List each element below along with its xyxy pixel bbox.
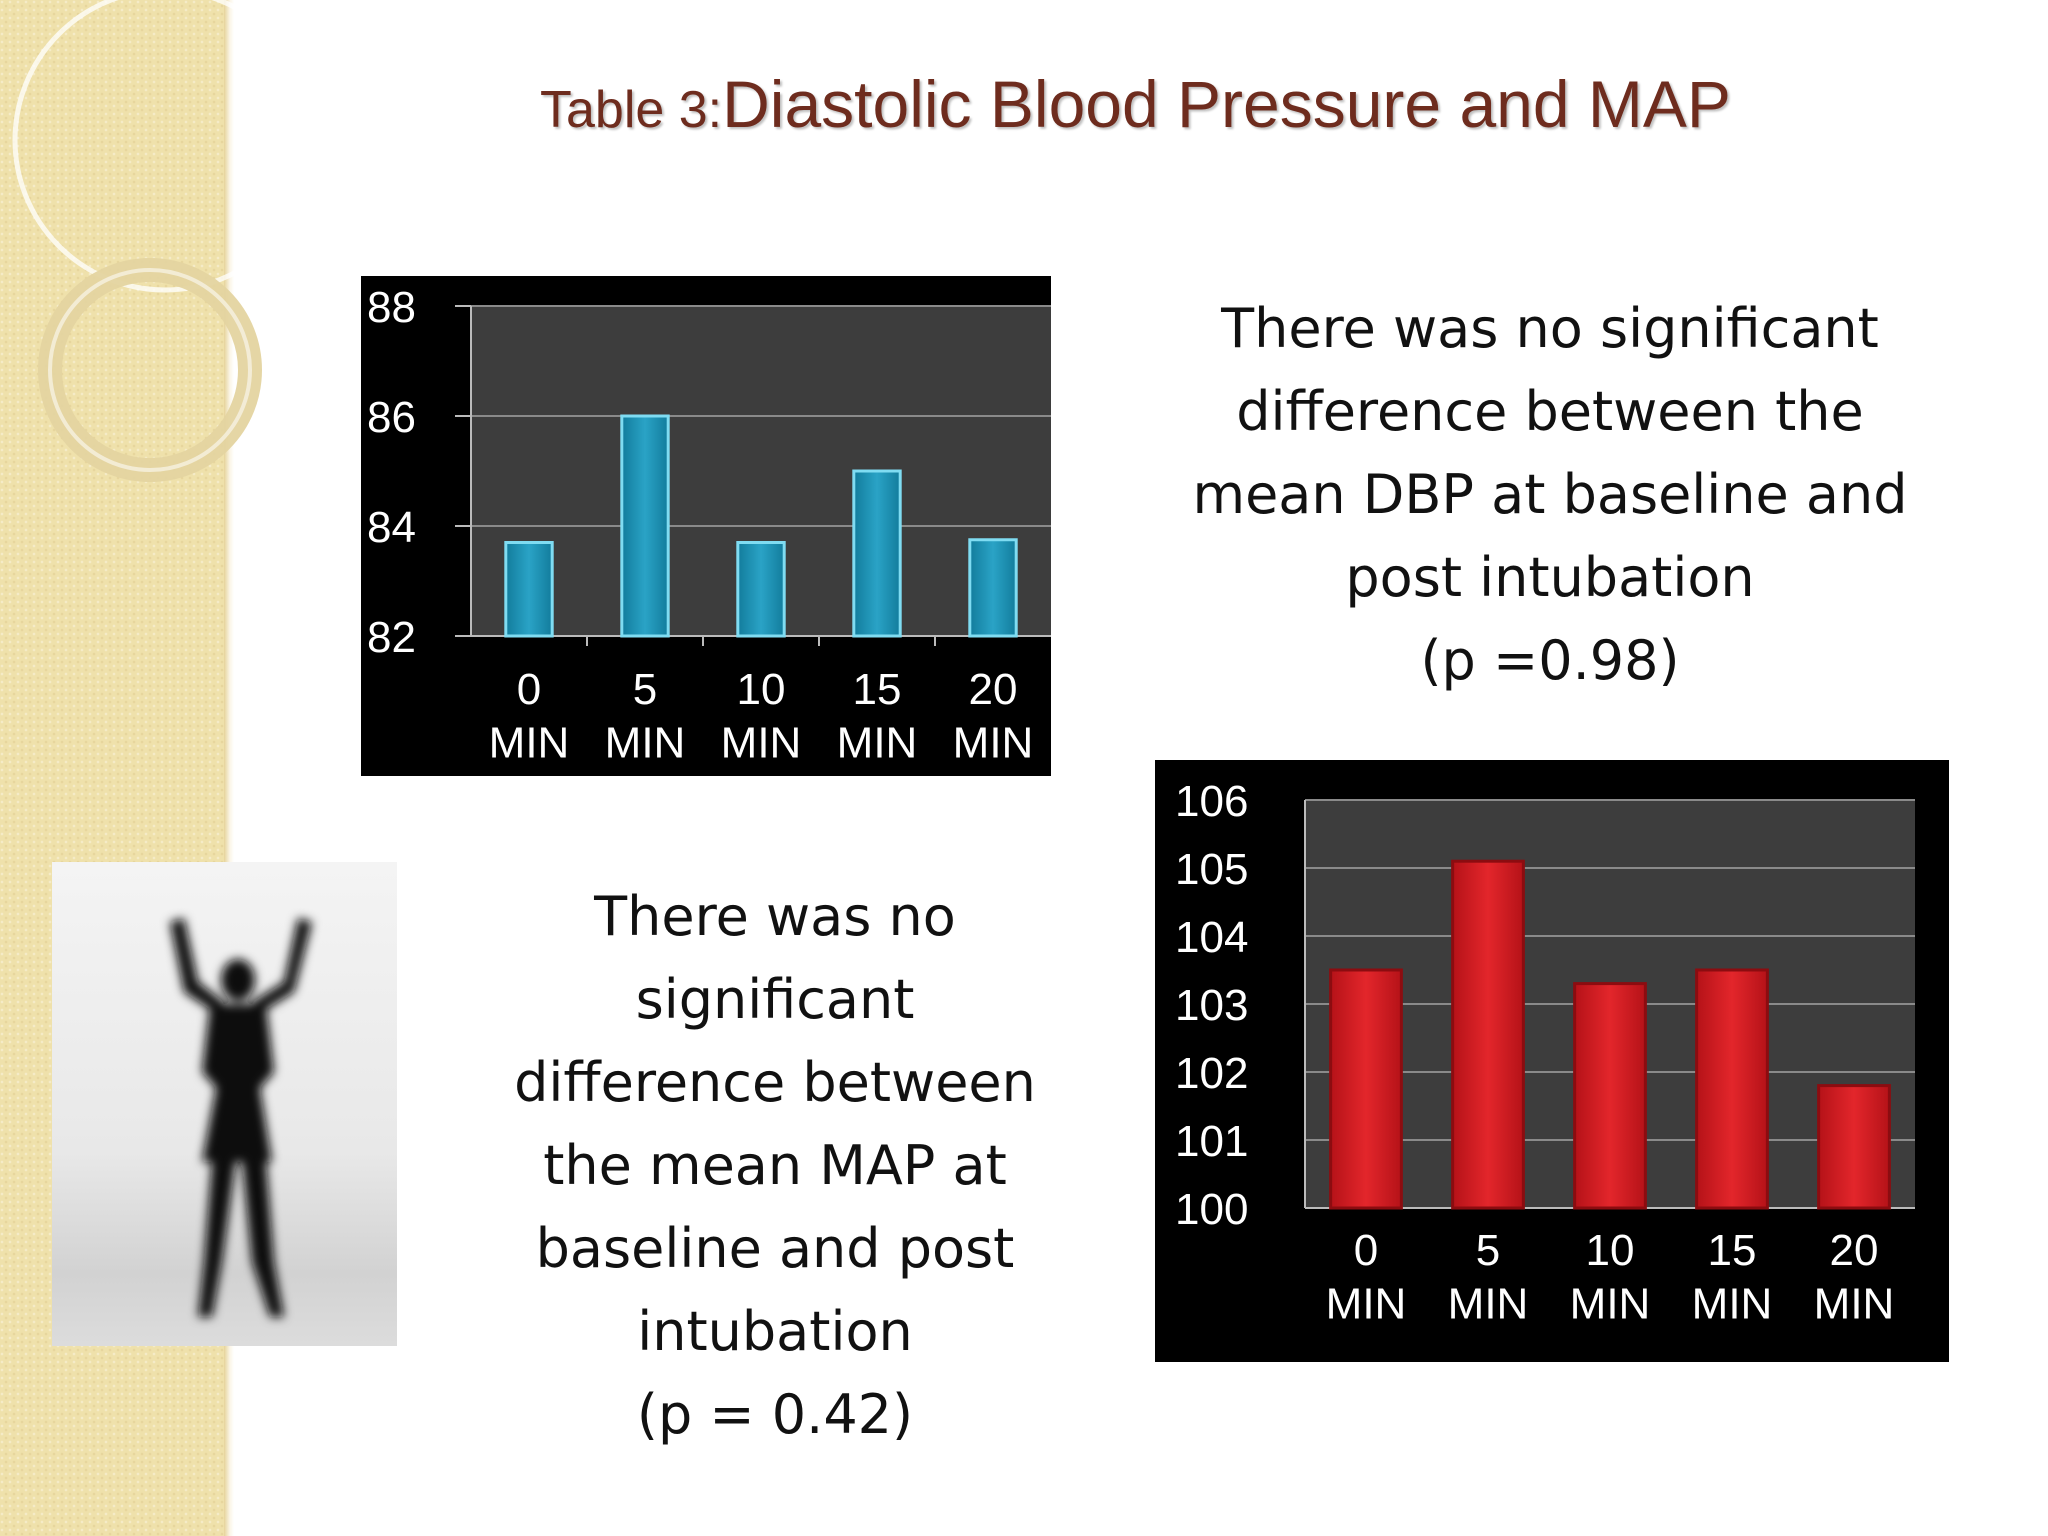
bar (1451, 859, 1525, 1210)
dbp-note: There was no significant difference betw… (1192, 297, 1908, 692)
x-tick-label-line: MIN (1692, 1280, 1773, 1329)
title-main: Diastolic Blood Pressure and MAP (722, 67, 1731, 141)
side-strip-edge (224, 0, 234, 1536)
x-tick-label-line: 20 (1830, 1226, 1879, 1275)
x-tick-label-line: MIN (721, 719, 802, 768)
x-tick-label: 20 MIN (953, 665, 1034, 768)
x-tick-label-line: MIN (1326, 1280, 1407, 1329)
person-arms-raised-silhouette (52, 862, 397, 1346)
y-tick-label: 104 (1175, 913, 1248, 962)
x-tick-label-line: MIN (1814, 1280, 1895, 1329)
x-tick-label-line: MIN (489, 719, 570, 768)
y-tick-label: 103 (1175, 981, 1248, 1030)
x-tick-label-line: MIN (605, 719, 686, 768)
x-tick-label-line: MIN (953, 719, 1034, 768)
x-tick-label-line: 5 (1476, 1226, 1500, 1275)
y-tick-label: 101 (1175, 1117, 1248, 1166)
dbp-chart-svg: 82 84 86 88 0 MIN 5 MIN 10 MIN 15 MIN 20 MIN (367, 283, 1051, 768)
y-tick-label: 82 (367, 613, 416, 662)
slide-title: Table 3:Diastolic Blood Pressure and MAP (540, 62, 1840, 152)
decorative-side-strip (0, 0, 230, 1536)
title-prefix: Table 3: (540, 81, 723, 139)
x-tick-label: 15 MIN (1692, 1226, 1773, 1329)
y-tick-label: 106 (1175, 777, 1248, 826)
bar (852, 469, 902, 638)
x-tick-label-line: MIN (1570, 1280, 1651, 1329)
x-tick-label: 0 MIN (1326, 1226, 1407, 1329)
bar (504, 541, 554, 638)
bar (1695, 968, 1769, 1210)
y-tick-label: 100 (1175, 1185, 1248, 1234)
bar (736, 541, 786, 638)
x-tick-label: 15 MIN (837, 665, 918, 768)
decorative-rings (12, 0, 318, 482)
bar (620, 414, 670, 638)
x-tick-label: 0 MIN (489, 665, 570, 768)
x-tick-label-line: 15 (853, 665, 902, 714)
x-tick-label: 5 MIN (605, 665, 686, 768)
bar (1329, 968, 1403, 1210)
x-tick-label-line: 20 (969, 665, 1018, 714)
x-tick-label-line: 5 (633, 665, 657, 714)
x-tick-label: 10 MIN (721, 665, 802, 768)
y-tick-label: 84 (367, 503, 416, 552)
y-tick-label: 105 (1175, 845, 1248, 894)
map-note: There was no significant difference betw… (514, 885, 1036, 1446)
bar (968, 538, 1018, 638)
bar (1573, 982, 1647, 1210)
bar (1817, 1084, 1891, 1210)
x-tick-label-line: 10 (1586, 1226, 1635, 1275)
x-tick-label-line: 0 (1354, 1226, 1378, 1275)
x-tick-label: 10 MIN (1570, 1226, 1651, 1329)
x-tick-label-line: MIN (837, 719, 918, 768)
map-bar-chart: 100 101 102 103 104 105 106 0 MIN 5 MIN 10 MIN 15 MIN 2… (1155, 760, 1949, 1362)
y-tick-label: 102 (1175, 1049, 1248, 1098)
dbp-bar-chart: 82 84 86 88 0 MIN 5 MIN 10 MIN 15 MIN 20 MIN (361, 276, 1051, 776)
y-tick-label: 88 (367, 283, 416, 332)
x-tick-label-line: MIN (1448, 1280, 1529, 1329)
x-tick-label-line: 10 (737, 665, 786, 714)
x-tick-label-line: 15 (1708, 1226, 1757, 1275)
y-tick-label: 86 (367, 393, 416, 442)
x-tick-label: 5 MIN (1448, 1226, 1529, 1329)
x-tick-label: 20 MIN (1814, 1226, 1895, 1329)
x-tick-label-line: 0 (517, 665, 541, 714)
